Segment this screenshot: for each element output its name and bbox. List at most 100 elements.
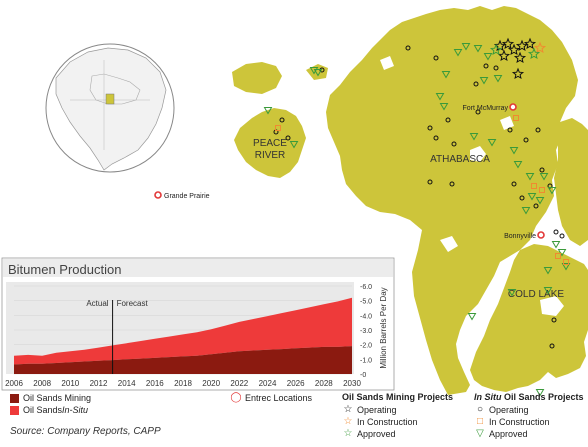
star-icon-operating: ☆ [343,404,353,415]
insitu-approved-marker [543,267,553,275]
y-tick-label: -1.0 [360,357,372,364]
insitu-approved-marker [539,173,549,181]
square-icon-construction: □ [476,416,484,427]
insitu-operating-marker [285,135,291,141]
insitu-approved-marker [535,389,545,397]
mining-project-marker [523,37,537,50]
x-tick-label: 2008 [33,379,51,388]
y-tick-label: -0 [360,372,366,379]
insitu-approved-marker [527,193,537,201]
region-label-cold-lake: COLD LAKE [508,289,564,300]
lake [470,146,486,162]
x-tick-label: 2014 [118,379,136,388]
insitu-operating-marker [445,117,451,123]
x-tick-label: 2022 [230,379,248,388]
legend-label-construction-insitu: In Construction [489,417,550,427]
insitu-approved-marker [441,71,451,79]
mining-project-marker [533,41,547,54]
y-axis-ticks: -6.0 -5.0 -4.0 -3.0 -2.0 -1.0 -0 [360,284,372,379]
mining-project-marker [489,43,503,56]
entrec-marker-icon: ◯ [230,392,242,403]
insitu-operating-marker [473,81,479,87]
insitu-projects-title: Oil Sands Projects [501,392,584,402]
lake [540,296,564,316]
insitu-approved-marker [493,75,503,83]
series-area-insitu [14,297,352,365]
mining-project-marker [527,47,541,60]
mining-project-marker [507,43,521,56]
insitu-approved-marker [521,207,531,215]
circle-icon-operating: ○ [476,404,484,415]
mining-projects-legend: Oil Sands Mining Projects ☆ Operating ☆ In… [342,392,453,440]
legend-label-in-construction: In Construction [357,417,418,427]
mining-projects-title: Oil Sands Mining Projects [342,392,454,402]
insitu-approved-marker [487,139,497,147]
legend-label-mining: Oil Sands Mining [23,393,92,403]
star-icon-construction: ☆ [343,416,353,427]
insitu-approved-marker [547,187,557,195]
city-label-bonnyville: Bonnyville [504,233,536,240]
x-tick-label: 2018 [174,379,192,388]
insitu-approved-marker [309,67,319,75]
insitu-projects-title-italic: In Situ [474,392,502,402]
x-tick-label: 2026 [287,379,305,388]
insitu-operating-marker [475,109,481,115]
insitu-operating-marker [433,55,439,61]
region-label-peace-river-2: RIVER [255,150,286,161]
insitu-approved-marker [439,103,449,111]
small-region-nw [232,62,282,94]
insitu-approved-marker [313,69,323,77]
x-tick-label: 2012 [90,379,108,388]
insitu-operating-marker [449,181,455,187]
insitu-operating-marker [451,141,457,147]
legend-label-approved: Approved [357,429,396,439]
series-area-mining [14,346,352,374]
insitu-operating-marker [405,45,411,51]
x-tick-label: 2030 [343,379,361,388]
insitu-approved-marker [467,313,477,321]
x-tick-label: 2024 [259,379,277,388]
insitu-operating-marker [433,135,439,141]
insitu-approved-marker [509,147,519,155]
insitu-operating-marker [519,195,525,201]
insitu-approved-marker [469,133,479,141]
star-icon-approved: ☆ [343,428,353,439]
chart-title: Bitumen Production [8,262,121,277]
lake [380,56,394,70]
legend-label-approved-insitu: Approved [489,429,528,439]
insitu-operating-marker [507,127,513,133]
legend-label-insitu-italic: In-Situ [62,405,89,415]
insitu-approved-marker [535,197,545,205]
insitu-projects-legend: In Situ Oil Sands Projects ○ Operating □ I… [474,392,584,440]
insitu-operating-marker [483,63,489,69]
insitu-construction-marker [531,183,537,189]
lake [440,236,458,252]
insitu-construction-marker [513,115,519,121]
mining-swatch [10,393,19,403]
chart-legend: Oil Sands Mining Oil Sands In-Situ [10,392,91,416]
y-tick-label: -4.0 [360,313,372,320]
mining-project-marker [497,49,511,62]
insitu-approved-marker [543,287,553,295]
legend-item-mining: Oil Sands Mining [10,392,91,404]
insitu-construction-marker [555,253,561,259]
legend-label-insitu-prefix: Oil Sands [23,405,63,415]
insitu-operating-marker [535,127,541,133]
insitu-operating-marker [551,317,557,323]
y-tick-label: -6.0 [360,284,372,291]
insitu-operating-marker [427,125,433,131]
insitu-operating-marker [511,181,517,187]
small-region-n [306,64,328,80]
city-label-grande-prairie: Grande Prairie [164,193,210,200]
y-tick-label: -2.0 [360,343,372,350]
y-tick-label: -5.0 [360,299,372,306]
insitu-operating-marker [559,233,565,239]
insitu-operating-marker [493,65,499,71]
east-strip-region [554,118,588,246]
insitu-operating-marker [553,229,559,235]
x-tick-label: 2020 [202,379,220,388]
mining-project-marker [513,51,527,64]
region-label-peace-river-1: PEACE [253,138,287,149]
x-tick-label: 2006 [5,379,23,388]
source-note: Source: Company Reports, CAPP [10,426,161,437]
